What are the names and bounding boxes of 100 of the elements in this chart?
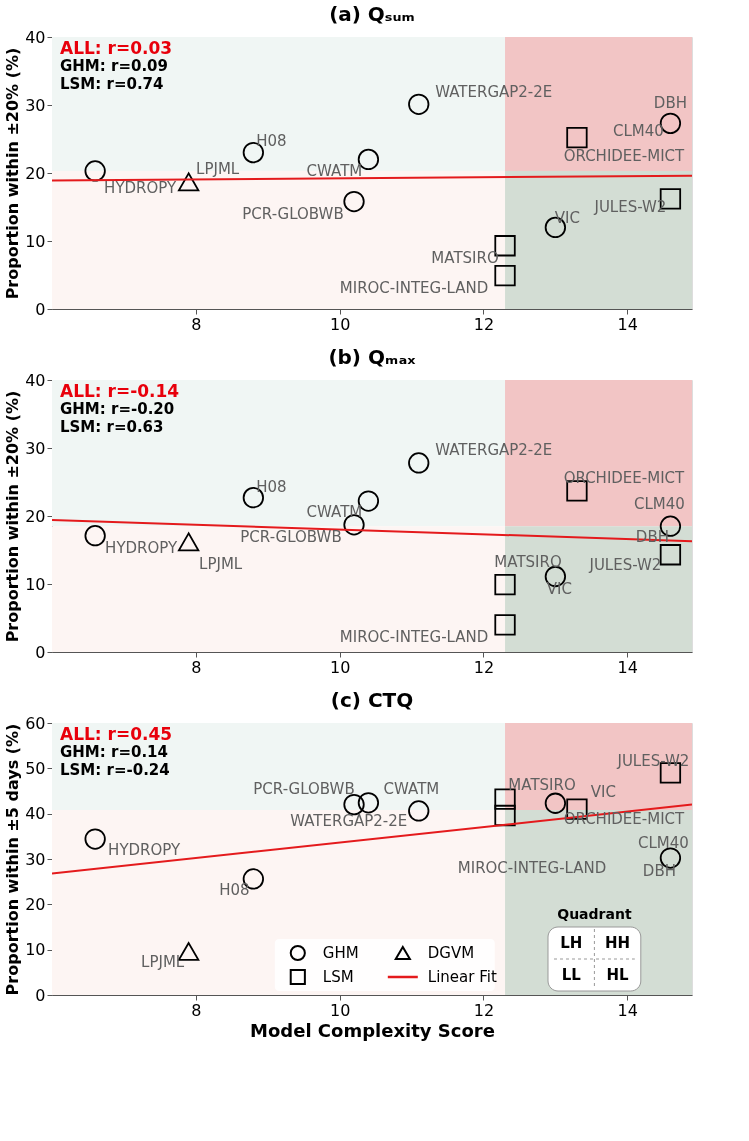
annotation: MIROC-INTEG-LAND <box>457 859 607 878</box>
y-tick-label: 40 <box>25 804 46 824</box>
point <box>343 190 365 213</box>
annotation: Quadrant <box>557 906 632 922</box>
annotation: LPJML <box>199 554 243 573</box>
legend-label: Linear Fit <box>427 968 497 986</box>
y-tick-label: 0 <box>35 299 46 319</box>
x-tick-label: 8 <box>191 1000 202 1020</box>
annotation: JULES-W2 <box>593 197 667 216</box>
x-tick-label: 14 <box>617 314 638 334</box>
point <box>494 804 516 827</box>
annotation: CWATM <box>306 162 363 181</box>
chart-title: (c) CTQ <box>330 688 414 712</box>
annotation: LH <box>560 934 583 952</box>
annotation: WATERGAP2-2E <box>435 83 553 102</box>
annotation: GHM: r=0.09 <box>60 57 168 75</box>
annotation: VIC <box>590 783 616 802</box>
annotation: H08 <box>256 131 287 150</box>
point <box>566 126 588 149</box>
annotation: MIROC-INTEG-LAND <box>339 278 489 297</box>
point <box>84 525 106 547</box>
x-tick-label: 10 <box>329 314 351 334</box>
x-tick-label: 14 <box>617 1000 638 1020</box>
annotation: GHM: r=0.14 <box>60 743 168 761</box>
y-tick-label: 10 <box>25 940 46 960</box>
y-tick-label: 30 <box>25 438 46 458</box>
annotation: ALL: r=-0.14 <box>60 381 180 401</box>
annotation: VIC <box>554 209 580 228</box>
x-tick-label: 8 <box>191 657 202 677</box>
point <box>408 800 430 822</box>
y-tick-label: 20 <box>25 163 46 183</box>
chart-title: (b) Qₘₐₓ <box>328 345 417 369</box>
annotation: VIC <box>546 579 572 598</box>
legend-label: GHM <box>322 944 359 962</box>
annotation: LSM: r=-0.24 <box>60 761 170 779</box>
point <box>494 788 516 810</box>
annotation: MATSIRO <box>494 552 562 571</box>
annotation: LPJML <box>196 159 240 178</box>
x-tick-label: 10 <box>329 1000 351 1020</box>
annotation: CLM40 <box>613 122 664 141</box>
x-tick-label: 12 <box>473 1000 495 1020</box>
y-tick-label: 10 <box>25 574 46 594</box>
point <box>84 160 106 182</box>
y-tick-label: 0 <box>35 985 46 1005</box>
x-tick-label: 14 <box>617 657 638 677</box>
annotation: H08 <box>256 477 287 496</box>
annotation: ORCHIDEE-MICT <box>563 468 686 487</box>
point <box>659 544 682 566</box>
point <box>84 828 106 850</box>
point <box>544 792 567 814</box>
annotation: ORCHIDEE-MICT <box>563 146 686 165</box>
point <box>177 532 200 552</box>
y-tick-label: 20 <box>25 506 46 526</box>
y-tick-label: 30 <box>25 849 46 869</box>
annotation: MIROC-INTEG-LAND <box>339 627 489 646</box>
annotation: MATSIRO <box>431 248 499 267</box>
annotation: JULES-W2 <box>616 751 690 770</box>
x-axis-title: Model Complexity Score <box>250 1019 495 1041</box>
annotation: H08 <box>219 880 250 899</box>
y-axis-title: Proportion within ±20% (%) <box>3 390 23 643</box>
annotation: LSM: r=0.74 <box>60 75 164 93</box>
annotation: CLM40 <box>638 834 689 853</box>
annotation: GHM: r=-0.20 <box>60 400 175 418</box>
annotation: WATERGAP2-2E <box>290 811 408 830</box>
y-tick-label: 50 <box>25 758 46 778</box>
annotation: CWATM <box>306 503 363 522</box>
annotation: ORCHIDEE-MICT <box>563 810 686 829</box>
point <box>408 93 430 115</box>
annotation: PCR-GLOBWB <box>253 779 355 798</box>
y-tick-label: 0 <box>35 642 46 662</box>
point <box>494 614 516 636</box>
y-tick-label: 30 <box>25 95 46 115</box>
annotation: HYDROPY <box>108 841 182 860</box>
legend-label: DGVM <box>427 944 475 962</box>
x-tick-label: 8 <box>191 314 202 334</box>
chart-title: (a) Qₛᵤₘ <box>329 2 415 26</box>
x-tick-label: 12 <box>473 657 495 677</box>
annotation: HH <box>605 934 631 952</box>
annotation: DBH <box>653 94 687 113</box>
point <box>408 452 430 474</box>
annotation: LSM: r=0.63 <box>60 418 164 436</box>
y-tick-label: 40 <box>25 27 46 47</box>
annotation: PCR-GLOBWB <box>242 204 344 223</box>
annotation: HYDROPY <box>104 178 178 197</box>
annotation: CWATM <box>383 779 440 798</box>
point <box>357 792 380 814</box>
y-tick-label: 10 <box>25 231 46 251</box>
y-tick-label: 60 <box>25 713 46 733</box>
annotation: WATERGAP2-2E <box>435 440 553 459</box>
point <box>494 574 516 596</box>
y-tick-label: 20 <box>25 894 46 914</box>
annotation: CLM40 <box>634 495 685 514</box>
annotation: ALL: r=0.45 <box>60 724 173 744</box>
annotation: DBH <box>642 862 676 881</box>
annotation: JULES-W2 <box>588 555 662 574</box>
annotation: HYDROPY <box>105 538 179 557</box>
annotation: ALL: r=0.03 <box>60 38 173 58</box>
x-tick-label: 10 <box>329 657 351 677</box>
annotation: LL <box>561 966 582 984</box>
annotation: HL <box>606 966 630 984</box>
